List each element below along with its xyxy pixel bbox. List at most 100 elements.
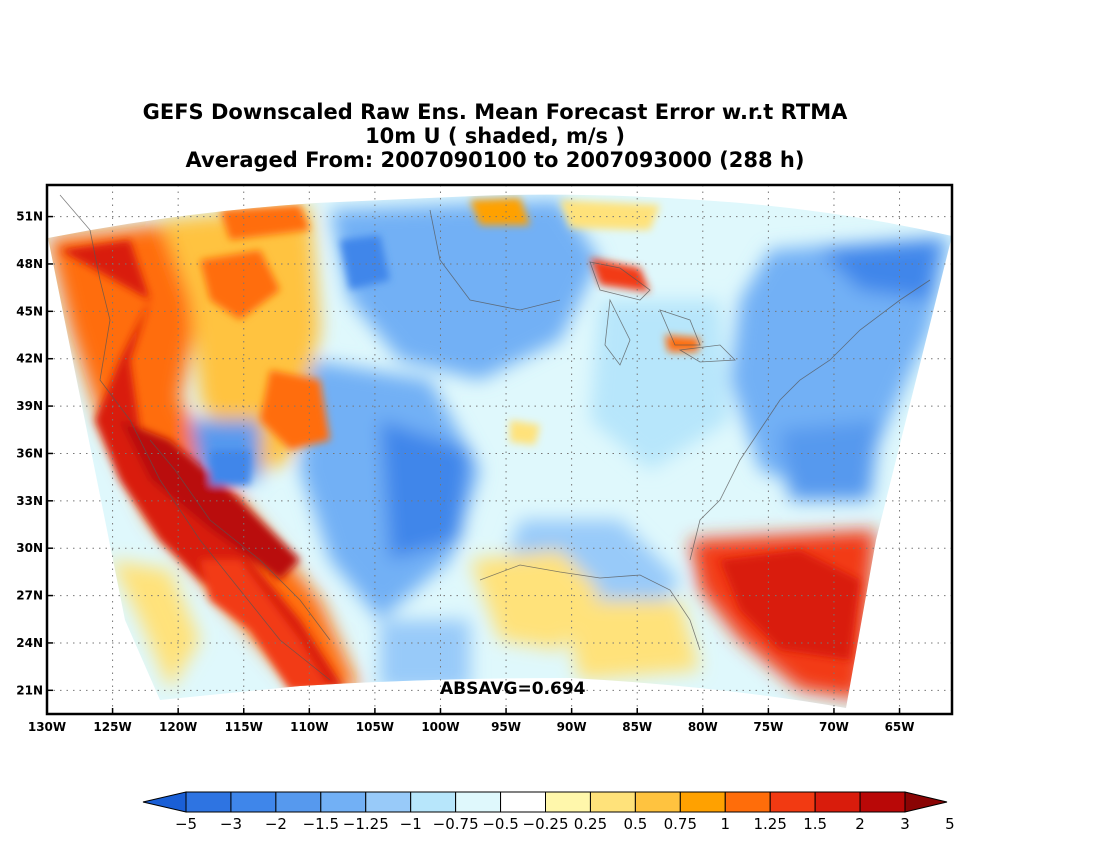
y-axis-ticks: 51N 48N 45N 42N 39N 36N 33N 30N 27N 24N 21N [16,210,53,697]
colorbar-box [365,791,412,813]
x-tick-label: 105W [356,720,394,734]
positive-area-baja [110,560,200,690]
colorbar-label: −3 [220,815,242,833]
colorbar-box [634,791,681,813]
positive-core-gulf-of-california [200,560,330,690]
colorbar-box [545,791,591,813]
canada-border-central [429,209,561,311]
colorbar-label: −0.25 [523,815,569,833]
shaded-field [48,194,952,708]
lake-huron-outline [659,309,701,346]
x-tick-label: 130W [28,720,66,734]
x-tick-label: 90W [557,720,587,734]
colorbar-labels: −5 −3 −2 −1.5 −1.25 −1 −0.75 −0.5 −0.25 0.25 0.5 0.… [175,815,955,833]
lake-michigan-outline [604,298,631,366]
colorbar-label: 1.25 [753,815,786,833]
positive-core-idaho [200,250,280,320]
x-tick-label: 110W [290,720,328,734]
coastlines [59,194,931,681]
lake-erie-outline [678,344,736,363]
y-tick-label: 27N [16,589,43,603]
colorbar-label: −1.25 [343,815,389,833]
colorbar-label: −0.75 [433,815,479,833]
y-tick-label: 30N [16,541,43,555]
x-tick-label: 115W [225,720,263,734]
plot-frame [45,183,954,716]
colorbar-label: 2 [855,815,865,833]
positive-core-canada-rockies [220,205,310,240]
x-axis-ticks: 130W 125W 120W 115W 110W 105W 100W 95W 90W 85W 80W… [28,708,915,734]
x-tick-label: 80W [688,720,718,734]
colorbar-label: −5 [175,815,197,833]
y-tick-label: 51N [16,210,43,224]
positive-core-california [120,420,300,580]
absavg-label: ABSAVG=0.694 [440,679,586,699]
colorbar-label: −1.5 [303,815,339,833]
positive-core-atlantic [720,550,860,660]
negative-core-nevada [210,450,250,485]
title-line-3: Averaged From: 2007090100 to 2007093000 … [185,148,805,172]
colorbar-box [410,791,457,813]
field-fine-patterns [60,198,860,690]
colorbar-label: 0.25 [574,815,607,833]
positive-area-caribbean [560,600,700,680]
positive-core-lake-erie [665,335,700,352]
x-tick-label: 65W [885,720,915,734]
colorbar-label: 0.5 [623,815,647,833]
colorbar-label: −1 [400,815,422,833]
positive-core-manitoba [470,198,530,225]
lake-superior-outline [589,261,651,301]
colorbar-label: 0.75 [664,815,697,833]
colorbar-box [500,791,546,813]
x-tick-label: 70W [819,720,849,734]
negative-core-carolinas [780,420,880,500]
colorbar-box [724,791,771,813]
x-tick-label: 75W [753,720,783,734]
colorbar-box [275,791,322,813]
colorbar-box [859,791,906,813]
colorbar-box [320,791,367,813]
x-tick-label: 100W [421,720,459,734]
y-tick-label: 48N [16,257,43,271]
positive-core-lake-superior [590,258,650,292]
x-tick-label: 120W [159,720,197,734]
negative-area-northern-plains [330,200,600,380]
positive-core-coastal-ranges [60,240,345,690]
colorbar-right-arrow [904,791,948,813]
negative-core-maine [820,240,940,300]
colorbar-box [185,791,232,813]
colorbar-label: 1 [720,815,730,833]
colorbar-box [814,791,861,813]
pacific-coastline [59,194,331,681]
colorbar-label: −0.5 [482,815,518,833]
negative-area-mexico [380,620,470,690]
colorbar-label: 3 [900,815,910,833]
colorbar-label: 1.5 [803,815,827,833]
colorbar-box [679,791,726,813]
negative-core-plains [380,420,470,560]
y-tick-label: 24N [16,636,43,650]
colorbar-boxes [142,791,948,813]
y-tick-label: 36N [16,446,43,460]
colorbar-box [455,791,502,813]
x-tick-label: 125W [93,720,131,734]
positive-area-ontario [560,200,660,230]
gulf-coastline [479,564,701,651]
negative-core-montana [340,235,390,290]
title-line-1: GEFS Downscaled Raw Ens. Mean Forecast E… [142,100,848,124]
y-tick-label: 42N [16,352,43,366]
y-tick-label: 39N [16,399,43,413]
y-tick-label: 21N [16,683,43,697]
plot-title: GEFS Downscaled Raw Ens. Mean Forecast E… [0,100,990,172]
x-tick-label: 95W [491,720,521,734]
colorbar-box [769,791,816,813]
title-line-2: 10m U ( shaded, m/s ) [365,124,625,148]
colorbar-box [589,791,636,813]
gridlines [47,185,952,714]
colorbar-label: −2 [265,815,287,833]
x-tick-label: 85W [622,720,652,734]
atlantic-coastline [689,279,931,561]
us-mexico-border [149,439,331,641]
